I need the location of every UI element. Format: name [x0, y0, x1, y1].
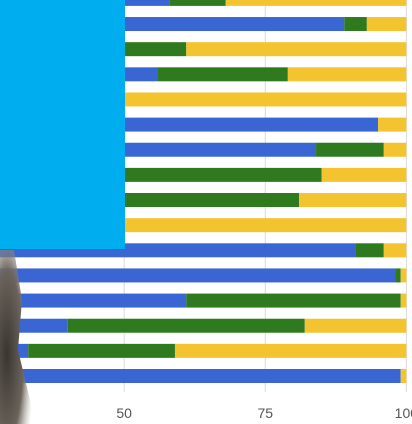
bar-segment	[344, 17, 367, 32]
bar-segment	[0, 369, 401, 383]
bar-segment	[355, 243, 384, 258]
photo-fragment	[0, 250, 34, 424]
bar-segment	[383, 243, 407, 258]
bar-segment	[28, 343, 175, 358]
bar-segment	[304, 318, 407, 333]
bar-segment	[316, 142, 384, 157]
bar-segment	[169, 0, 226, 6]
bar-segment	[225, 0, 407, 6]
bar-segment	[378, 117, 407, 132]
bar-segment	[158, 67, 288, 82]
overlay-panel	[0, 0, 125, 249]
bar-segment	[186, 42, 407, 57]
bar-segment	[400, 369, 407, 383]
bar-segment	[287, 67, 407, 82]
bar-segment	[366, 17, 407, 32]
bar-segment	[124, 92, 407, 107]
x-tick-label: 75	[257, 405, 273, 421]
bar-segment	[321, 167, 407, 182]
bar-segment	[174, 343, 407, 358]
bar-segment	[67, 318, 305, 333]
bar-segment	[0, 268, 396, 283]
bar-segment	[186, 293, 401, 308]
bar-segment	[67, 167, 322, 182]
bar-segment	[400, 268, 407, 283]
bar-segment	[400, 293, 407, 308]
x-tick-label: 50	[116, 405, 132, 421]
x-tick-label: 100	[395, 405, 412, 421]
bar-segment	[383, 142, 407, 157]
bar-segment	[124, 218, 407, 233]
bar-segment	[299, 193, 407, 208]
bar-segment	[395, 268, 401, 283]
bar-segment	[0, 293, 187, 308]
